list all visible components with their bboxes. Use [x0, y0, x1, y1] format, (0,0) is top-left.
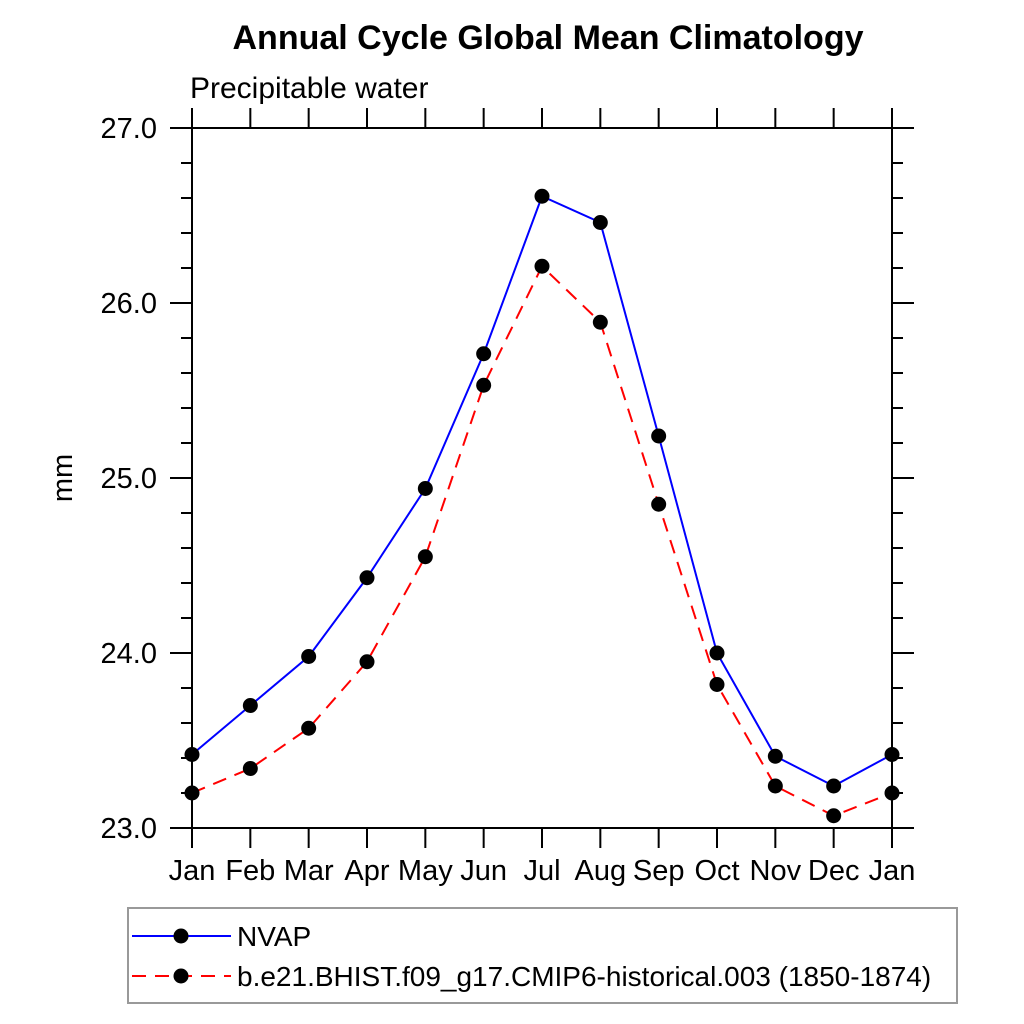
x-tick-label: Sep [633, 855, 685, 887]
axes: 23.0 24.0 25.0 26.0 27.0 Jan Feb Mar Apr May Jun Ju… [101, 108, 916, 887]
series-marker-nvap [242, 698, 258, 713]
series-marker-nvap [417, 481, 433, 496]
series-marker-model [767, 778, 783, 794]
x-tick-label: Oct [694, 855, 739, 887]
x-tick-label: Jun [460, 855, 507, 887]
x-tick-label: Jan [869, 855, 916, 887]
x-tick-label: Jul [523, 855, 560, 887]
x-tick-label: Feb [225, 855, 275, 887]
series-marker-model [417, 549, 433, 565]
legend: NVAP b.e21.BHIST.f09_g17.CMIP6-historica… [127, 907, 958, 1004]
series-marker-model [826, 808, 842, 824]
series-line-model [191, 264, 893, 817]
series-line-nvap [191, 194, 893, 788]
series-marker-nvap [359, 570, 375, 586]
chart-subtitle: Precipitable water [190, 72, 428, 105]
series-marker-nvap [476, 346, 492, 362]
legend-marker-nvap [173, 928, 189, 944]
y-tick-label: 24.0 [101, 638, 157, 670]
legend-label-nvap: NVAP [237, 921, 311, 952]
y-tick-label: 27.0 [101, 113, 157, 145]
legend-marker-model [173, 968, 189, 984]
x-tick-label: Dec [808, 855, 860, 887]
legend-label-model: b.e21.BHIST.f09_g17.CMIP6-historical.003… [237, 961, 931, 992]
series-marker-model [651, 496, 667, 512]
x-tick-label: Jan [169, 855, 216, 887]
x-tick-label: Mar [284, 855, 334, 887]
series-marker-model [476, 377, 492, 393]
series-marker-nvap [592, 215, 608, 230]
series-marker-model [359, 654, 375, 670]
series-marker-model [534, 258, 550, 274]
chart-title: Annual Cycle Global Mean Climatology [233, 19, 864, 57]
series-marker-nvap [301, 649, 317, 664]
series-marker-nvap [709, 645, 725, 661]
x-tick-label: Aug [575, 855, 627, 887]
series-marker-model [242, 761, 258, 776]
series-marker-nvap [826, 778, 842, 794]
plot-frame [191, 127, 893, 829]
x-tick-label: May [398, 855, 453, 887]
series-marker-nvap [767, 748, 783, 764]
series-marker-model [184, 785, 200, 801]
data-series [184, 188, 900, 824]
series-marker-nvap [184, 747, 200, 762]
y-tick-label: 25.0 [101, 463, 157, 495]
x-tick-label: Apr [344, 855, 389, 887]
y-tick-label: 23.0 [101, 813, 157, 845]
y-tick-label: 26.0 [101, 288, 157, 320]
series-marker-model [301, 720, 317, 736]
series-marker-model [709, 677, 725, 692]
x-tick-label: Nov [750, 855, 802, 887]
series-marker-model [884, 785, 900, 801]
y-axis-label: mm [47, 454, 79, 502]
series-marker-model [592, 314, 608, 330]
series-marker-nvap [651, 428, 667, 444]
legend-box [127, 907, 958, 1004]
series-marker-nvap [534, 188, 550, 204]
series-marker-nvap [884, 747, 900, 762]
